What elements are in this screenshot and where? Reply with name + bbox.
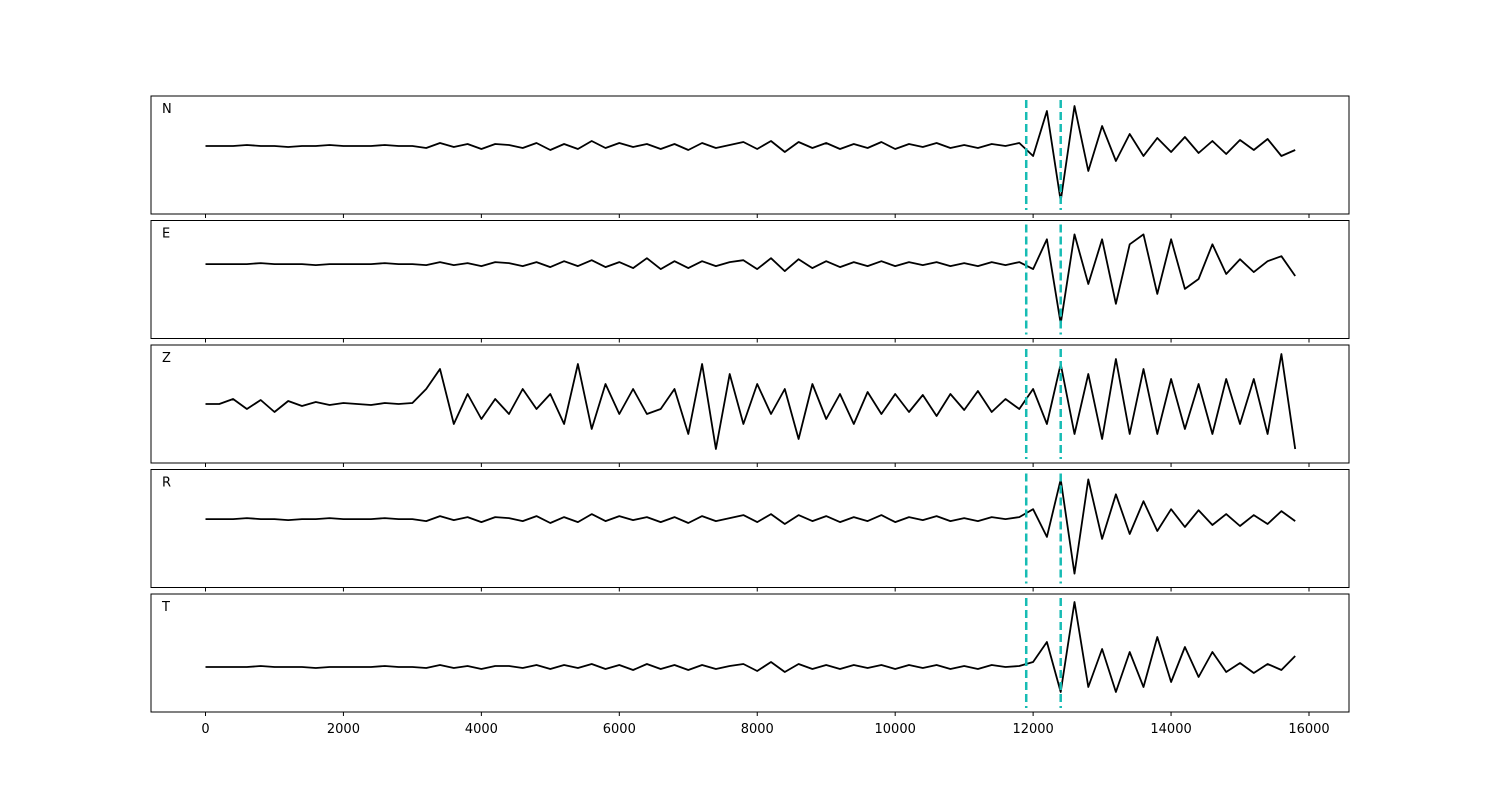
x-tick-label: 16000	[1288, 722, 1329, 737]
panel-label: E	[162, 227, 170, 242]
panel-frame	[150, 593, 1350, 713]
x-tick-label: 0	[201, 722, 209, 737]
panel-frame	[150, 344, 1350, 464]
x-tick-label: 2000	[327, 722, 360, 737]
trace	[205, 601, 1296, 693]
panel-label: Z	[162, 351, 171, 366]
panel-frame	[150, 95, 1350, 215]
panel-frame	[150, 220, 1350, 339]
trace	[205, 478, 1296, 575]
x-tick-label: 6000	[603, 722, 636, 737]
trace	[205, 353, 1297, 450]
x-tick-label: 10000	[875, 722, 916, 737]
panel-label: R	[162, 476, 171, 491]
panel-frame	[150, 469, 1350, 588]
panel-label: T	[161, 600, 170, 615]
x-tick-label: 12000	[1012, 722, 1053, 737]
trace	[205, 233, 1296, 325]
panel-label: N	[162, 102, 172, 117]
trace	[205, 105, 1296, 202]
x-tick-label: 14000	[1150, 722, 1191, 737]
x-tick-label: 4000	[465, 722, 498, 737]
x-tick-label: 8000	[741, 722, 774, 737]
